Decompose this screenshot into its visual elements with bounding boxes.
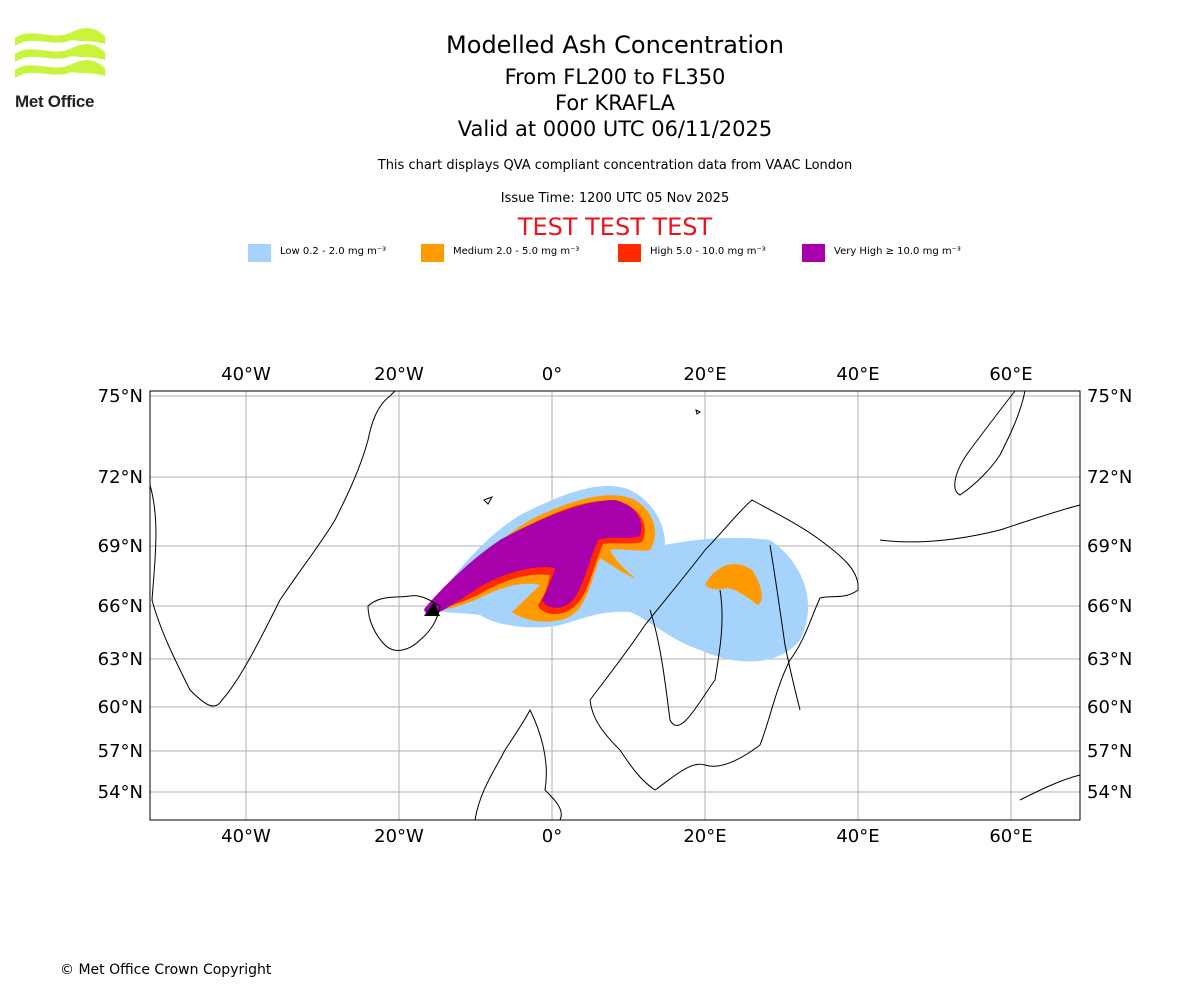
lon-label-bottom: 40°W bbox=[221, 826, 271, 847]
chart-titles: Modelled Ash Concentration From FL200 to… bbox=[0, 30, 1200, 142]
map-frame bbox=[149, 390, 1081, 821]
novaya-zemlya-coast bbox=[954, 390, 1026, 496]
lat-label-left: 66°N bbox=[98, 596, 143, 617]
lon-label-top: 40°E bbox=[836, 364, 879, 385]
lon-label-top: 40°W bbox=[221, 364, 271, 385]
legend-swatch-low bbox=[248, 244, 271, 262]
lat-label-right: 63°N bbox=[1087, 649, 1132, 670]
svalbard-bear-island bbox=[695, 409, 701, 415]
lon-label-top: 60°E bbox=[989, 364, 1032, 385]
lat-label-right: 57°N bbox=[1087, 741, 1132, 762]
lon-label-bottom: 60°E bbox=[989, 826, 1032, 847]
lat-label-right: 72°N bbox=[1087, 467, 1132, 488]
legend-swatch-medium bbox=[421, 244, 444, 262]
coastlines bbox=[149, 390, 1081, 821]
greenland-coast bbox=[149, 390, 396, 707]
lon-label-top: 20°W bbox=[374, 364, 424, 385]
russia-arctic-coast bbox=[879, 504, 1081, 543]
legend-swatch-high bbox=[618, 244, 641, 262]
lon-label-bottom: 40°E bbox=[836, 826, 879, 847]
legend-label-high: High 5.0 - 10.0 mg m⁻³ bbox=[650, 246, 766, 257]
issue-time: Issue Time: 1200 UTC 05 Nov 2025 bbox=[500, 191, 730, 206]
valid-time: Valid at 0000 UTC 06/11/2025 bbox=[457, 117, 773, 141]
met-office-logo bbox=[15, 28, 105, 78]
lon-label-top: 20°E bbox=[683, 364, 726, 385]
logo-text: Met Office bbox=[15, 92, 95, 111]
copyright: © Met Office Crown Copyright bbox=[60, 962, 272, 978]
volcano-marker-icon bbox=[424, 602, 440, 616]
lon-label-bottom: 20°E bbox=[683, 826, 726, 847]
legend-label-very-high: Very High ≥ 10.0 mg m⁻³ bbox=[834, 246, 961, 257]
lat-label-left: 69°N bbox=[98, 536, 143, 557]
jan-mayen bbox=[483, 496, 494, 505]
lon-labels-top: 40°W 20°W 0° 20°E 40°E 60°E bbox=[221, 364, 1032, 385]
lon-labels-bottom: 40°W 20°W 0° 20°E 40°E 60°E bbox=[221, 826, 1032, 847]
ash-veryhigh-plume bbox=[424, 500, 642, 615]
legend-swatch-very-high bbox=[802, 244, 825, 262]
lon-label-bottom: 0° bbox=[542, 826, 562, 847]
legend-label-low: Low 0.2 - 2.0 mg m⁻³ bbox=[280, 246, 387, 257]
lat-label-right: 54°N bbox=[1087, 782, 1132, 803]
logo-wave-2 bbox=[15, 44, 105, 62]
lon-label-top: 0° bbox=[542, 364, 562, 385]
norway-coast bbox=[589, 499, 859, 791]
flight-levels: From FL200 to FL350 bbox=[504, 65, 726, 89]
ash-medium-finland bbox=[705, 564, 762, 605]
lat-label-left: 75°N bbox=[98, 386, 143, 407]
lat-labels-left: 75°N 72°N 69°N 66°N 63°N 60°N 57°N 54°N bbox=[98, 386, 143, 803]
iceland-coast bbox=[367, 595, 441, 651]
british-isles-coast bbox=[474, 708, 562, 821]
lat-label-left: 72°N bbox=[98, 467, 143, 488]
finland-russia-border bbox=[769, 544, 801, 711]
lat-labels-right: 75°N 72°N 69°N 66°N 63°N 60°N 57°N 54°N bbox=[1087, 386, 1132, 803]
chart-description: This chart displays QVA compliant concen… bbox=[377, 158, 853, 173]
lat-label-right: 66°N bbox=[1087, 596, 1132, 617]
lat-label-right: 60°N bbox=[1087, 697, 1132, 718]
logo-wave-1 bbox=[15, 28, 105, 46]
lat-label-left: 54°N bbox=[98, 782, 143, 803]
chart-title: Modelled Ash Concentration bbox=[446, 31, 784, 59]
lon-label-bottom: 20°W bbox=[374, 826, 424, 847]
europe-south-coast bbox=[1019, 774, 1081, 801]
ash-low-patch bbox=[640, 551, 690, 581]
lat-label-left: 57°N bbox=[98, 741, 143, 762]
legend-label-medium: Medium 2.0 - 5.0 mg m⁻³ bbox=[453, 246, 580, 257]
logo-wave-3 bbox=[15, 60, 105, 78]
lat-label-left: 60°N bbox=[98, 697, 143, 718]
sweden-finland-border bbox=[649, 589, 723, 726]
lat-label-left: 63°N bbox=[98, 649, 143, 670]
test-banner: TEST TEST TEST bbox=[517, 213, 713, 241]
ash-contours bbox=[424, 486, 809, 662]
lat-label-right: 75°N bbox=[1087, 386, 1132, 407]
lat-label-right: 69°N bbox=[1087, 536, 1132, 557]
volcano-name: For KRAFLA bbox=[555, 91, 675, 115]
